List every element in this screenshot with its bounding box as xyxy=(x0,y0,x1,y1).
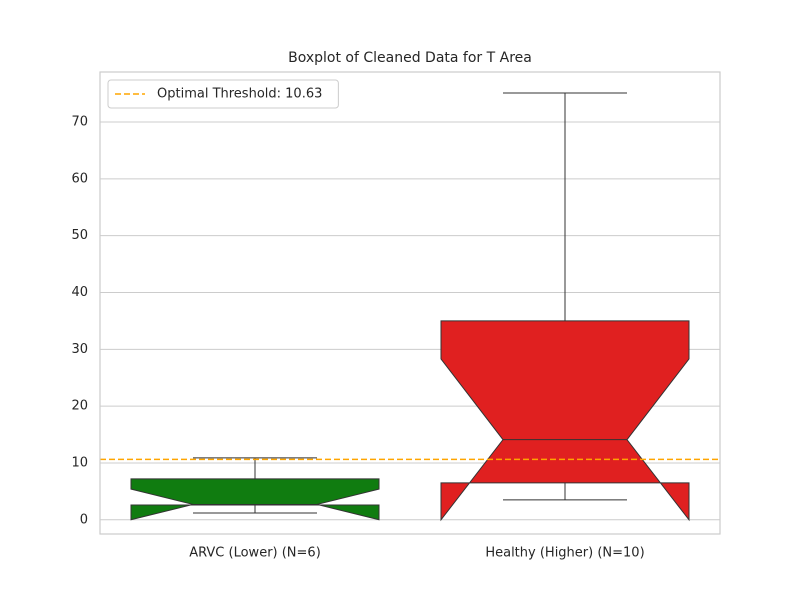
plot-frame xyxy=(99,71,721,535)
y-tick-label: 60 xyxy=(71,171,88,186)
y-tick-label: 50 xyxy=(71,228,88,243)
chart-title: Boxplot of Cleaned Data for T Area xyxy=(288,50,532,66)
box xyxy=(130,478,380,521)
x-tick-label: ARVC (Lower) (N=6) xyxy=(189,546,321,561)
legend: Optimal Threshold: 10.63 xyxy=(107,79,339,109)
y-tick-label: 70 xyxy=(71,115,88,130)
legend-box xyxy=(107,79,339,109)
box xyxy=(440,320,690,522)
y-tick-label: 20 xyxy=(71,399,88,414)
y-tick-label: 10 xyxy=(71,455,88,470)
y-tick-label: 0 xyxy=(80,512,88,527)
legend-label: Optimal Threshold: 10.63 xyxy=(157,87,322,102)
y-tick-label: 40 xyxy=(71,285,88,300)
y-tick-label: 30 xyxy=(71,342,88,357)
x-tick-label: Healthy (Higher) (N=10) xyxy=(485,546,644,561)
